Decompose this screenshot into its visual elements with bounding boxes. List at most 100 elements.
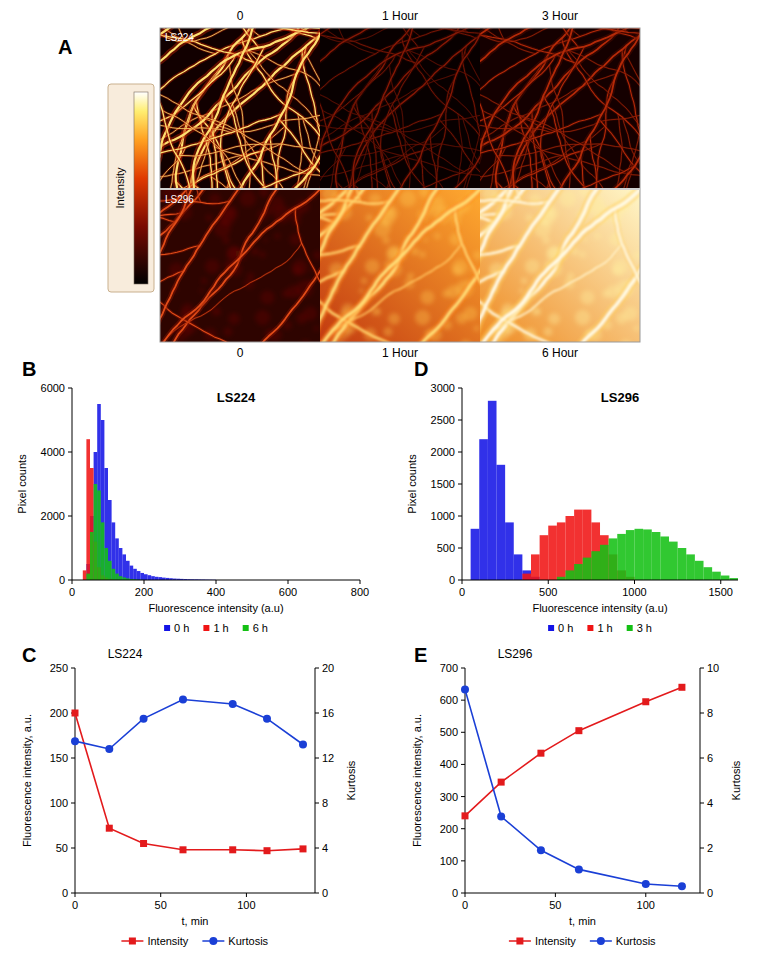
legend-label: 1 h bbox=[213, 622, 228, 634]
vessel-glow bbox=[245, 266, 320, 342]
histogram-bar bbox=[617, 534, 626, 580]
histogram-bar bbox=[115, 538, 119, 580]
histogram-bar bbox=[522, 574, 531, 580]
y2-tick-label: 4 bbox=[322, 842, 328, 854]
vessel-glow bbox=[320, 64, 353, 188]
y-tick-label: 2500 bbox=[431, 414, 455, 426]
vessel bbox=[215, 185, 230, 188]
y2-tick bbox=[700, 713, 704, 714]
texture-spot bbox=[314, 326, 319, 331]
texture-spot bbox=[519, 289, 524, 294]
vessel bbox=[480, 28, 536, 68]
vessel bbox=[320, 190, 400, 342]
point bbox=[140, 715, 148, 723]
texture-spot bbox=[383, 327, 392, 336]
vessel-glow bbox=[177, 144, 320, 156]
histogram-bar bbox=[86, 574, 90, 580]
vessel bbox=[193, 28, 254, 188]
histogram-bar bbox=[522, 570, 531, 580]
time-label: 6 Hour bbox=[542, 346, 578, 360]
y-tick bbox=[458, 484, 462, 485]
histogram-bar bbox=[704, 567, 713, 580]
vessel bbox=[565, 50, 640, 105]
vessel-glow bbox=[322, 111, 408, 189]
y-tick bbox=[71, 668, 75, 669]
vessel bbox=[590, 135, 596, 188]
histogram-bar bbox=[574, 564, 583, 580]
y-tick-label: 250 bbox=[50, 662, 68, 674]
histogram-bar bbox=[505, 522, 514, 580]
vessel-glow bbox=[233, 28, 321, 33]
texture-spot bbox=[567, 272, 574, 279]
vessel bbox=[444, 151, 481, 189]
y2-axis-title: Kurtosis bbox=[730, 760, 742, 800]
y-axis-line bbox=[465, 668, 466, 893]
histogram-bar bbox=[126, 561, 130, 580]
time-label: 1 Hour bbox=[382, 9, 418, 23]
vessel-glow bbox=[480, 28, 622, 158]
series-line bbox=[465, 687, 682, 816]
histogram-bar bbox=[112, 569, 116, 580]
legend-marker bbox=[243, 625, 249, 631]
vessel bbox=[322, 111, 408, 189]
histogram-bar bbox=[497, 465, 506, 580]
y-tick-label: 150 bbox=[50, 752, 68, 764]
vessel bbox=[233, 28, 321, 33]
y-tick bbox=[71, 803, 75, 804]
texture-spot bbox=[382, 237, 389, 244]
x-tick bbox=[555, 893, 556, 897]
histogram-bar bbox=[130, 566, 134, 580]
point bbox=[575, 865, 583, 873]
texture-spot bbox=[260, 290, 274, 304]
vessel bbox=[320, 28, 462, 158]
y-axis-title: Fluorescence intensity, a.u. bbox=[21, 714, 33, 847]
y-tick bbox=[458, 388, 462, 389]
histogram-bar bbox=[97, 404, 101, 580]
x-tick-label: 0 bbox=[72, 899, 78, 911]
legend: IntensityKurtosis bbox=[509, 935, 656, 947]
vessel bbox=[455, 208, 480, 299]
legend: 0 h1 h3 h bbox=[548, 622, 652, 634]
chart-title: LS296 bbox=[601, 390, 639, 405]
vessel-glow bbox=[348, 28, 480, 188]
vessel bbox=[544, 95, 594, 188]
point bbox=[263, 715, 271, 723]
histogram-bar bbox=[583, 558, 592, 580]
y-tick bbox=[461, 764, 465, 765]
legend-marker bbox=[203, 625, 209, 631]
vessel-glow bbox=[604, 151, 641, 189]
texture-spot bbox=[296, 313, 307, 324]
panel-letter: B bbox=[22, 358, 36, 380]
vessel-glow bbox=[270, 135, 276, 188]
y2-tick-label: 4 bbox=[707, 797, 713, 809]
micrograph bbox=[160, 190, 320, 342]
legend-label: Kurtosis bbox=[616, 935, 656, 947]
y-tick-label: 50 bbox=[56, 842, 68, 854]
point bbox=[537, 750, 544, 757]
vessel bbox=[270, 135, 276, 188]
texture-spot bbox=[536, 310, 541, 315]
panel-letter: E bbox=[414, 644, 427, 666]
y2-tick bbox=[315, 893, 319, 894]
histogram-bar bbox=[104, 468, 108, 580]
x-tick-label: 0 bbox=[69, 586, 75, 598]
image-divider bbox=[160, 188, 640, 190]
y-tick-label: 4000 bbox=[41, 446, 65, 458]
point bbox=[71, 737, 79, 745]
histogram-bar bbox=[140, 573, 144, 580]
vessels bbox=[160, 190, 320, 342]
vessel bbox=[188, 28, 320, 188]
vessel bbox=[482, 111, 568, 189]
x-tick-label: 0 bbox=[459, 586, 465, 598]
vessel-glow bbox=[513, 28, 574, 188]
panel-letter: C bbox=[22, 644, 36, 666]
y-tick bbox=[461, 796, 465, 797]
texture-spot bbox=[525, 259, 540, 274]
vessel bbox=[615, 208, 640, 299]
legend-marker bbox=[129, 938, 136, 945]
y-tick bbox=[68, 516, 72, 517]
vessel-glow bbox=[375, 185, 390, 188]
histogram-bar bbox=[97, 490, 101, 580]
histogram-bar bbox=[643, 529, 652, 580]
series bbox=[71, 696, 307, 855]
